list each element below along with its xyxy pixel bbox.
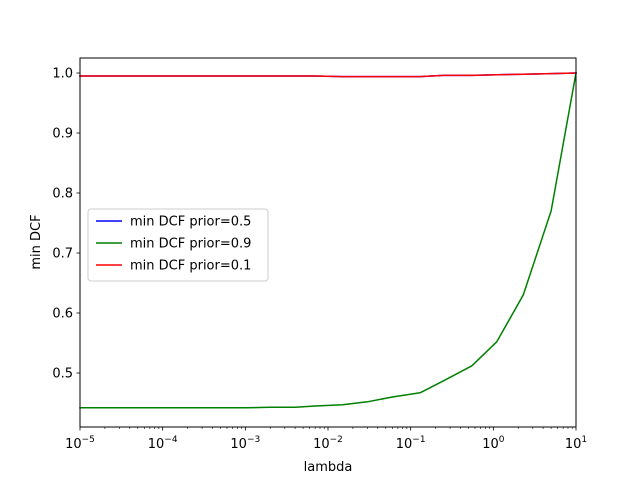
series-line-3: [79, 72, 577, 78]
y-tick-label: 0.5: [52, 367, 73, 382]
y-tick-label: 0.7: [52, 247, 73, 262]
y-tick-label: 0.6: [52, 307, 73, 322]
y-tick-label: 0.9: [52, 127, 73, 142]
legend-label: min DCF prior=0.9: [130, 237, 251, 252]
y-axis-label: min DCF: [29, 214, 44, 269]
legend: min DCF prior=0.5 min DCF prior=0.9 min DC…: [87, 208, 269, 282]
legend-label: min DCF prior=0.5: [130, 215, 251, 230]
series-line-2: [79, 72, 577, 409]
y-tick-label: 1.0: [52, 67, 73, 82]
legend-label: min DCF prior=0.1: [130, 259, 251, 274]
legend-box: [87, 208, 269, 282]
y-axis: 0.5 0.6 0.7 0.8 0.9 1.0: [52, 67, 80, 382]
x-axis-label: lambda: [304, 460, 353, 475]
y-tick-label: 0.8: [52, 187, 73, 202]
plot-lines: [79, 72, 577, 409]
x-axis: 10−5 10−4 10−3 10−2 10−1 100 101: [65, 427, 587, 452]
